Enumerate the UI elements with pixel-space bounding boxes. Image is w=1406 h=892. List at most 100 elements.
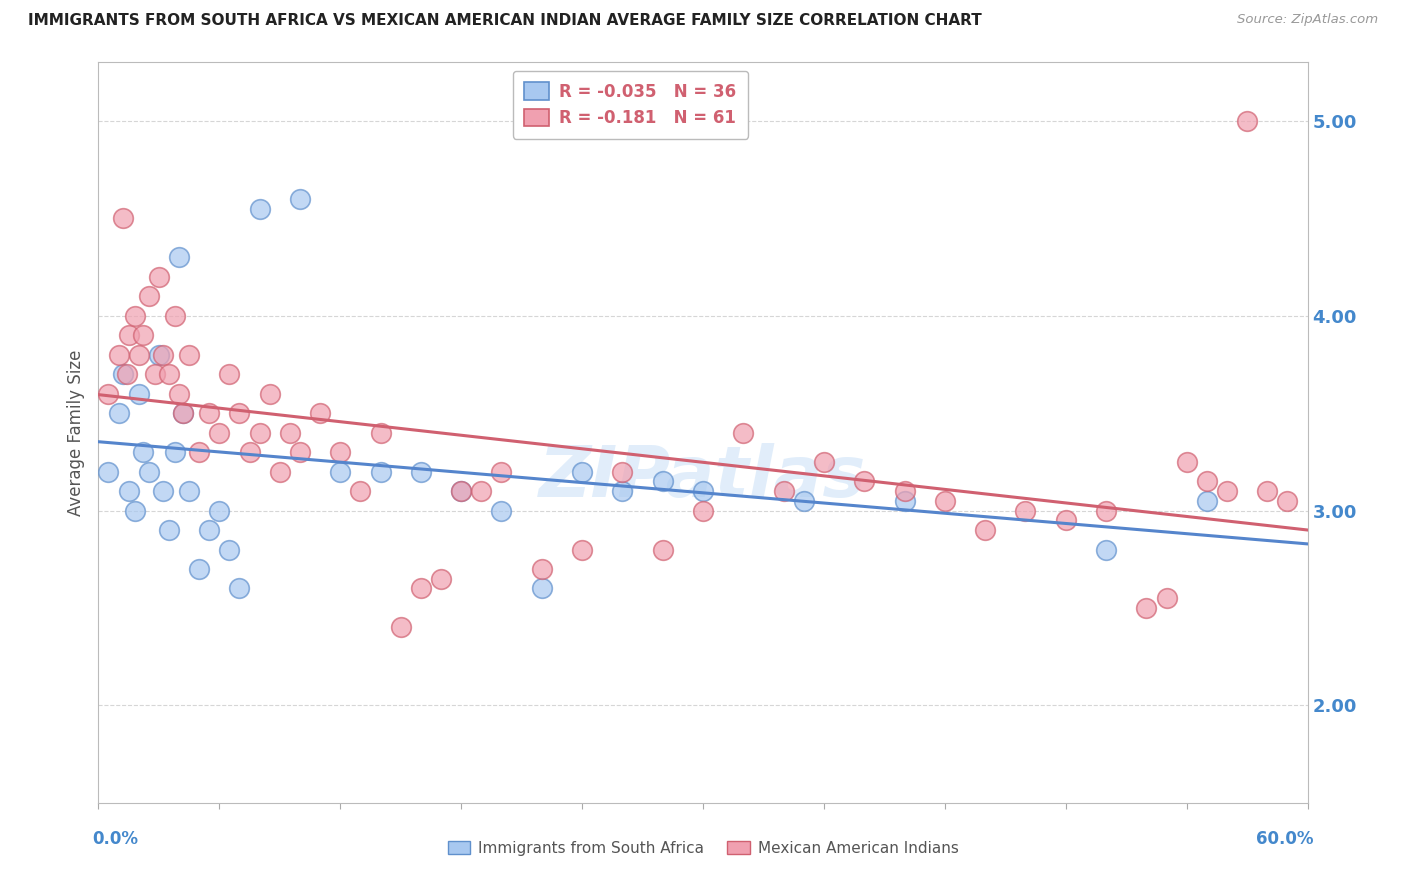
Point bbox=[1195, 493, 1218, 508]
Point bbox=[111, 367, 134, 381]
Point bbox=[167, 250, 190, 264]
Point bbox=[138, 465, 160, 479]
Point bbox=[198, 523, 221, 537]
Point bbox=[128, 348, 150, 362]
Point bbox=[249, 425, 271, 440]
Point bbox=[1054, 513, 1077, 527]
Point bbox=[107, 348, 129, 362]
Point bbox=[1195, 475, 1218, 489]
Point bbox=[269, 465, 291, 479]
Point bbox=[1095, 542, 1118, 557]
Point bbox=[278, 425, 301, 440]
Point bbox=[115, 367, 138, 381]
Point bbox=[1236, 114, 1258, 128]
Point bbox=[409, 582, 432, 596]
Point bbox=[208, 425, 231, 440]
Point bbox=[1277, 493, 1299, 508]
Point bbox=[218, 542, 240, 557]
Point bbox=[148, 348, 170, 362]
Point bbox=[132, 445, 155, 459]
Point bbox=[188, 562, 211, 576]
Point bbox=[138, 289, 160, 303]
Point bbox=[389, 620, 412, 634]
Point bbox=[259, 386, 281, 401]
Point bbox=[349, 484, 371, 499]
Point bbox=[853, 475, 876, 489]
Point bbox=[228, 582, 250, 596]
Point bbox=[692, 484, 714, 499]
Point bbox=[163, 309, 186, 323]
Point bbox=[530, 562, 553, 576]
Text: 60.0%: 60.0% bbox=[1256, 830, 1313, 847]
Point bbox=[772, 484, 794, 499]
Point bbox=[893, 493, 915, 508]
Point bbox=[218, 367, 240, 381]
Point bbox=[612, 484, 634, 499]
Y-axis label: Average Family Size: Average Family Size bbox=[66, 350, 84, 516]
Point bbox=[152, 348, 174, 362]
Point bbox=[974, 523, 997, 537]
Point bbox=[97, 386, 120, 401]
Point bbox=[309, 406, 332, 420]
Point bbox=[124, 503, 146, 517]
Point bbox=[893, 484, 915, 499]
Point bbox=[118, 328, 141, 343]
Point bbox=[1216, 484, 1239, 499]
Legend: Immigrants from South Africa, Mexican American Indians: Immigrants from South Africa, Mexican Am… bbox=[441, 835, 965, 862]
Point bbox=[172, 406, 194, 420]
Point bbox=[430, 572, 453, 586]
Point bbox=[157, 523, 180, 537]
Point bbox=[571, 542, 593, 557]
Point bbox=[450, 484, 472, 499]
Point bbox=[132, 328, 155, 343]
Point bbox=[118, 484, 141, 499]
Point bbox=[491, 465, 513, 479]
Point bbox=[491, 503, 513, 517]
Point bbox=[370, 465, 392, 479]
Point bbox=[1095, 503, 1118, 517]
Point bbox=[571, 465, 593, 479]
Point bbox=[692, 503, 714, 517]
Point bbox=[124, 309, 146, 323]
Point bbox=[111, 211, 134, 226]
Point bbox=[370, 425, 392, 440]
Point bbox=[733, 425, 755, 440]
Point bbox=[249, 202, 271, 216]
Point bbox=[409, 465, 432, 479]
Point bbox=[179, 348, 201, 362]
Point bbox=[143, 367, 166, 381]
Point bbox=[288, 445, 311, 459]
Text: 0.0%: 0.0% bbox=[93, 830, 138, 847]
Point bbox=[329, 445, 352, 459]
Point bbox=[188, 445, 211, 459]
Point bbox=[651, 475, 673, 489]
Point bbox=[239, 445, 262, 459]
Text: IMMIGRANTS FROM SOUTH AFRICA VS MEXICAN AMERICAN INDIAN AVERAGE FAMILY SIZE CORR: IMMIGRANTS FROM SOUTH AFRICA VS MEXICAN … bbox=[28, 13, 981, 29]
Text: ZIPatlas: ZIPatlas bbox=[540, 442, 866, 511]
Point bbox=[228, 406, 250, 420]
Point bbox=[793, 493, 815, 508]
Point bbox=[128, 386, 150, 401]
Point bbox=[813, 455, 835, 469]
Point bbox=[208, 503, 231, 517]
Point bbox=[450, 484, 472, 499]
Point bbox=[1135, 601, 1157, 615]
Point bbox=[167, 386, 190, 401]
Point bbox=[157, 367, 180, 381]
Point bbox=[1156, 591, 1178, 606]
Point bbox=[172, 406, 194, 420]
Point bbox=[97, 465, 120, 479]
Point bbox=[148, 269, 170, 284]
Point bbox=[107, 406, 129, 420]
Point bbox=[612, 465, 634, 479]
Point bbox=[1014, 503, 1036, 517]
Point bbox=[163, 445, 186, 459]
Point bbox=[651, 542, 673, 557]
Point bbox=[934, 493, 956, 508]
Point bbox=[198, 406, 221, 420]
Point bbox=[152, 484, 174, 499]
Text: Source: ZipAtlas.com: Source: ZipAtlas.com bbox=[1237, 13, 1378, 27]
Point bbox=[179, 484, 201, 499]
Point bbox=[288, 192, 311, 206]
Point bbox=[1175, 455, 1198, 469]
